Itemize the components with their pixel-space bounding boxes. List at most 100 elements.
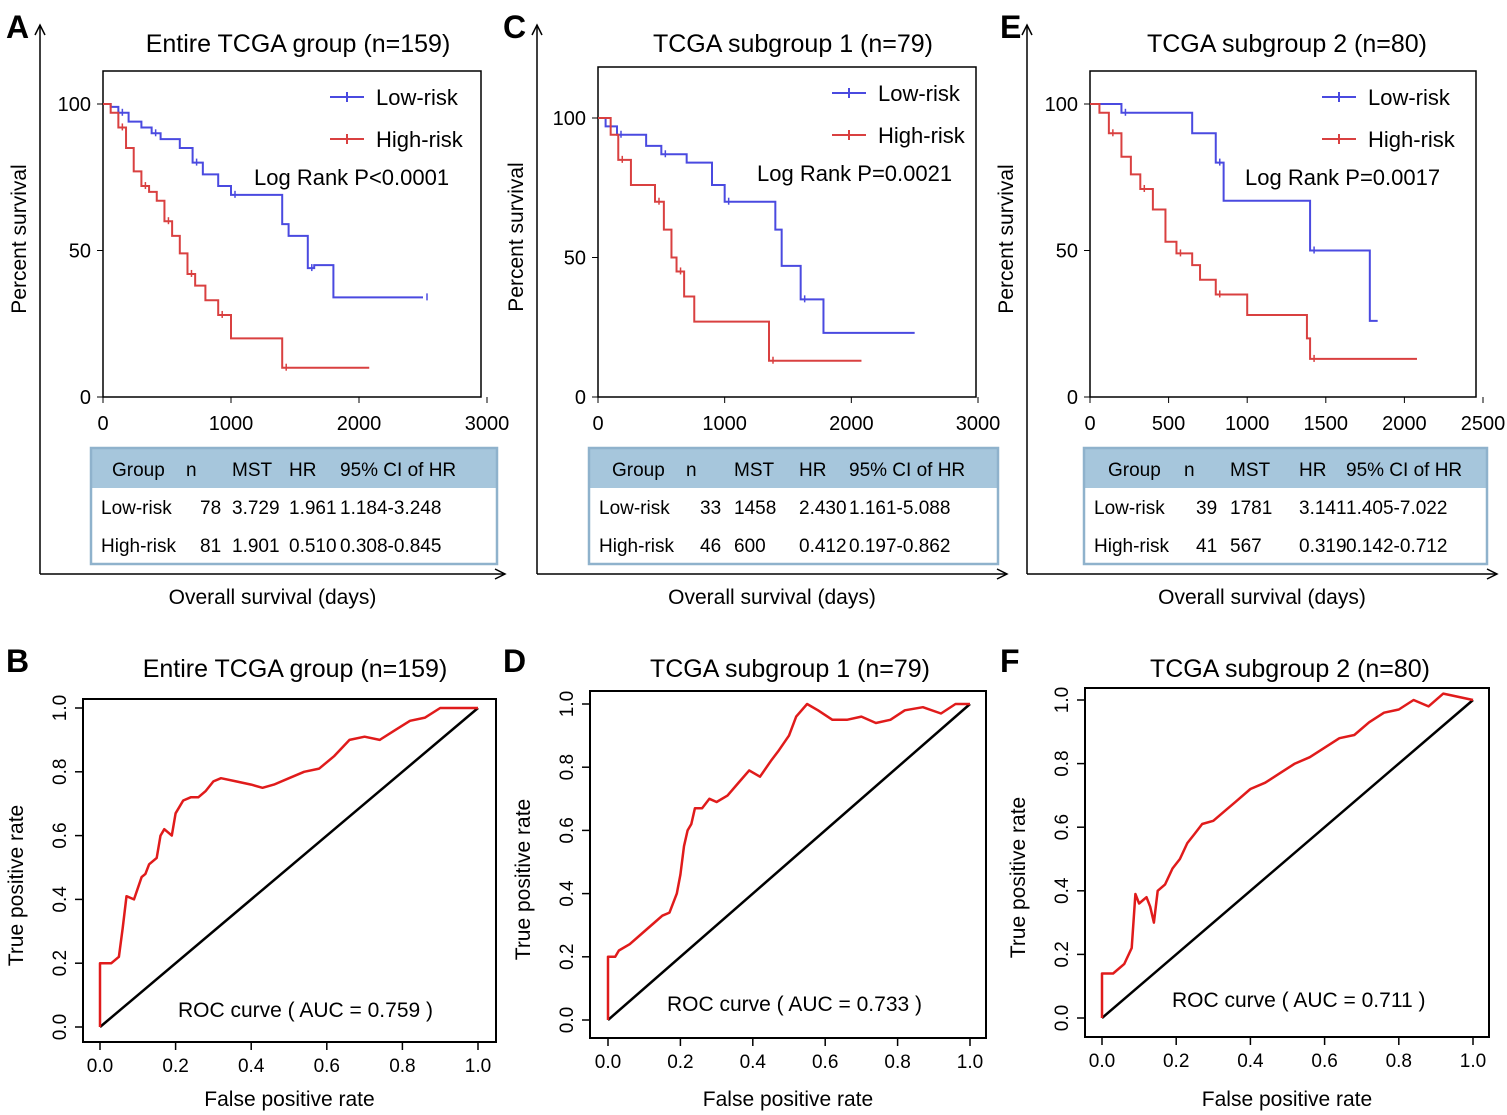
outer-x-arrow (494, 568, 507, 580)
x-tick-label: 1500 (1304, 413, 1349, 435)
outer-y-arrow (1021, 23, 1033, 36)
high-risk-survival-curve (103, 103, 370, 369)
table-cell: 78 (200, 498, 221, 519)
x-tick-label: 3000 (465, 413, 510, 435)
panel-label: C (503, 9, 526, 45)
survival-panel-a: A Entire TCGA group (n=159)0 1000 2000 30000… (6, 9, 509, 609)
table-cell: 600 (734, 536, 766, 557)
y-tick-label: 0.2 (557, 944, 578, 970)
table-cell: 3.141 (1299, 498, 1347, 519)
x-tick-label: 0.0 (595, 1052, 621, 1073)
table-cell: 81 (200, 536, 221, 557)
plot-frame (82, 698, 497, 1043)
panel-label: B (6, 643, 29, 679)
x-tick-label: 2500 (1461, 413, 1506, 435)
log-rank-pvalue: Log Rank P=0.0021 (757, 161, 952, 186)
y-tick-label: 0.8 (50, 759, 71, 785)
legend-high-label: High-risk (376, 127, 464, 152)
outer-x-arrow (1486, 568, 1499, 580)
x-tick-label: 500 (1152, 413, 1185, 435)
table-cell: 1.161-5.088 (849, 498, 950, 519)
x-tick-label: 3000 (956, 413, 1001, 435)
roc-panel-f: F TCGA subgroup 2 (n=80) 0.0 0.0 0.2 0.2 0.4 0.… (1000, 643, 1490, 1111)
chart-title: Entire TCGA group (n=159) (143, 655, 448, 683)
low-risk-survival-curve (598, 117, 915, 334)
table-header-bg (1084, 448, 1487, 488)
table-cell: 3.729 (232, 498, 280, 519)
legend-low-label: Low-risk (376, 85, 459, 110)
panel-label: D (503, 643, 526, 679)
table-header-cell: n (686, 460, 697, 481)
x-tick-label: 0.2 (162, 1056, 188, 1077)
survival-panel-e: E TCGA subgroup 2 (n=80)0 500 1000 1500 2000 2… (995, 9, 1505, 609)
x-axis-label: Overall survival (days) (169, 586, 377, 609)
table-header-cell: Group (612, 460, 665, 481)
table-header-cell: n (186, 460, 197, 481)
table-border (587, 446, 1000, 566)
y-tick-label: 1.0 (1052, 687, 1073, 713)
x-axis-label: False positive rate (204, 1088, 374, 1111)
x-tick-label: 1000 (209, 413, 254, 435)
table-header-cell: MST (1230, 460, 1271, 481)
table-cell: 2.430 (799, 498, 847, 519)
x-tick-label: 0 (97, 413, 108, 435)
x-tick-label: 1000 (1225, 413, 1270, 435)
y-axis-label: True positive rate (512, 799, 535, 960)
roc-curve (606, 702, 970, 1020)
y-tick-label: 0.2 (1052, 941, 1073, 967)
y-tick-label: 50 (1056, 241, 1078, 263)
table-header-cell: MST (232, 460, 273, 481)
diagonal-reference-line (99, 707, 479, 1028)
table-header-bg (91, 448, 497, 488)
x-tick-label: 0.8 (389, 1056, 415, 1077)
auc-label: ROC curve ( AUC = 0.759 ) (178, 999, 433, 1022)
x-tick-label: 0.4 (1237, 1051, 1264, 1072)
survival-panel-c: C TCGA subgroup 1 (n=79) 0 1000 2000 3000 0 50 1… (503, 9, 1009, 609)
roc-curve (98, 706, 478, 1027)
x-axis-label: False positive rate (703, 1088, 873, 1111)
y-tick-label: 0.0 (557, 1007, 578, 1033)
diagonal-reference-line (607, 703, 971, 1021)
table-header-cell: 95% CI of HR (340, 460, 456, 481)
panel-label: E (1000, 9, 1021, 45)
y-tick-label: 0.4 (1052, 877, 1073, 904)
y-axis-label: Percent survival (505, 162, 528, 311)
y-axis-label: True positive rate (5, 805, 28, 966)
x-tick-label: 0 (592, 413, 603, 435)
high-risk-survival-curve (1090, 103, 1417, 360)
table-cell: 1781 (1230, 498, 1272, 519)
y-axis-label: Percent survival (995, 164, 1018, 313)
y-tick-label: 0.8 (1052, 750, 1073, 776)
log-rank-pvalue: Log Rank P<0.0001 (254, 165, 449, 190)
y-tick-label: 0 (1067, 387, 1078, 409)
x-tick-label: 0.4 (740, 1052, 767, 1073)
auc-label: ROC curve ( AUC = 0.733 ) (667, 993, 922, 1016)
low-risk-survival-curve (103, 103, 423, 299)
y-tick-label: 0 (575, 387, 586, 409)
x-tick-label: 1.0 (1460, 1051, 1486, 1072)
outer-y-arrow (34, 23, 46, 36)
table-header-cell: HR (799, 460, 826, 481)
plot-frame (102, 70, 482, 398)
y-tick-label: 0.0 (50, 1014, 71, 1040)
y-tick-label: 0 (80, 387, 91, 409)
table-header-cell: HR (1299, 460, 1326, 481)
y-tick-label: 0.8 (557, 754, 578, 780)
table-cell: 39 (1196, 498, 1217, 519)
table-cell: 567 (1230, 536, 1262, 557)
low-risk-survival-curve (1090, 103, 1378, 322)
y-tick-label: 0.6 (1052, 814, 1073, 840)
y-tick-label: 1.0 (557, 691, 578, 717)
y-tick-label: 100 (1045, 94, 1078, 116)
table-cell: 0.412 (799, 536, 847, 557)
chart-title: TCGA subgroup 2 (n=80) (1150, 655, 1430, 683)
plot-frame (589, 690, 987, 1039)
plot-frame (1084, 687, 1490, 1038)
x-tick-label: 2000 (1382, 413, 1427, 435)
panel-label: A (6, 9, 29, 45)
y-tick-label: 50 (69, 241, 91, 263)
diagonal-reference-line (1101, 699, 1474, 1019)
table-cell: 0.308-0.845 (340, 536, 441, 557)
y-tick-label: 0.4 (50, 886, 71, 913)
table-cell: 1458 (734, 498, 776, 519)
